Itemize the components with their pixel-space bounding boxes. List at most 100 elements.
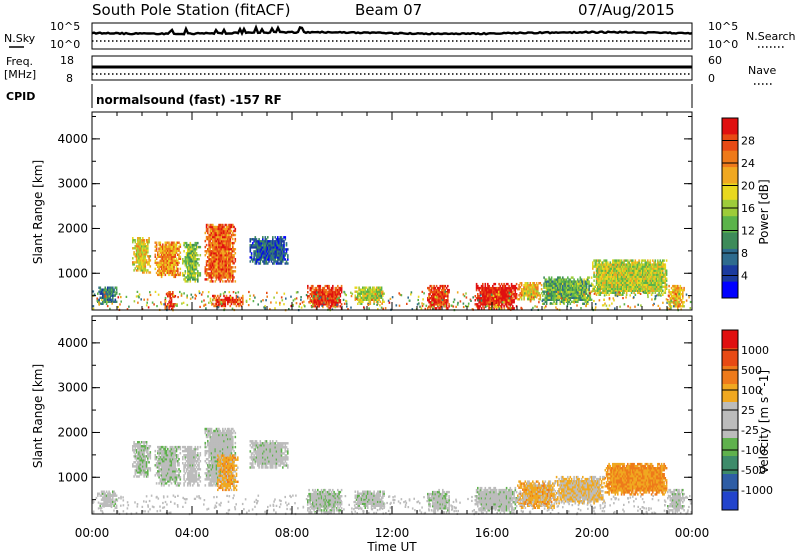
- power-echo-region: [250, 236, 289, 265]
- power-cell: [332, 285, 334, 287]
- power-scatter-cell: [576, 304, 578, 306]
- power-scatter-cell: [107, 294, 109, 296]
- power-scatter-cell: [110, 294, 112, 296]
- power-scatter-cell: [103, 301, 105, 303]
- power-cell: [381, 287, 383, 289]
- power-scatter-cell: [312, 304, 314, 306]
- power-cell: [197, 254, 199, 256]
- power-cell: [206, 244, 208, 246]
- power-scatter-cell: [360, 303, 362, 305]
- power-scatter-cell: [465, 305, 467, 307]
- power-scatter-cell: [98, 304, 100, 306]
- power-scatter-cell: [181, 303, 183, 305]
- power-scatter-cell: [212, 299, 214, 301]
- power-scatter-cell: [374, 291, 376, 293]
- power-scatter-cell: [284, 293, 286, 295]
- power-scatter-cell: [136, 295, 138, 297]
- power-scatter-cell: [237, 296, 239, 298]
- power-scatter-cell: [311, 306, 313, 308]
- power-ylabel: Slant Range [km]: [31, 160, 45, 264]
- power-scatter-cell: [656, 295, 658, 297]
- power-cell: [146, 271, 148, 273]
- power-scatter-cell: [368, 307, 370, 309]
- power-echo-region: [592, 259, 667, 296]
- power-scatter-cell: [381, 293, 383, 295]
- power-cell: [591, 276, 593, 278]
- power-scatter-cell: [336, 298, 338, 300]
- power-scatter-cell: [658, 305, 660, 307]
- power-scatter-cell: [346, 305, 348, 307]
- power-scatter-cell: [444, 293, 446, 295]
- power-scatter-cell: [203, 305, 205, 307]
- power-scatter-cell: [538, 301, 540, 303]
- power-scatter-cell: [248, 304, 250, 306]
- power-scatter-cell: [211, 304, 213, 306]
- power-cell: [287, 262, 289, 264]
- power-scatter-cell: [167, 292, 169, 294]
- power-scatter-cell: [615, 292, 617, 294]
- power-scatter-cell: [622, 297, 624, 299]
- power-cell: [116, 287, 118, 289]
- power-scatter-cell: [435, 296, 437, 298]
- power-cell: [663, 259, 665, 261]
- power-scatter-cell: [562, 291, 564, 293]
- power-cell: [380, 301, 382, 303]
- power-scatter-cell: [183, 302, 185, 304]
- power-scatter-cell: [326, 305, 328, 307]
- power-scatter-cell: [381, 307, 383, 309]
- power-cell: [235, 280, 237, 282]
- power-scatter-cell: [629, 294, 631, 296]
- power-cell: [671, 305, 673, 307]
- power-scatter-cell: [468, 303, 470, 305]
- power-cell: [232, 238, 234, 240]
- power-scatter-cell: [609, 297, 611, 299]
- power-cell: [287, 254, 289, 256]
- power-scatter-cell: [350, 307, 352, 309]
- power-scatter-cell: [647, 296, 649, 298]
- power-scatter-cell: [220, 301, 222, 303]
- power-cell: [341, 303, 343, 305]
- power-scatter-cell: [675, 301, 677, 303]
- power-cell: [485, 283, 487, 285]
- power-scatter-cell: [498, 294, 500, 296]
- power-scatter-cell: [536, 306, 538, 308]
- power-cell: [156, 242, 158, 244]
- power-scatter-cell: [652, 304, 654, 306]
- power-scatter-cell: [201, 301, 203, 303]
- power-cell: [668, 285, 670, 287]
- power-scatter-cell: [282, 299, 284, 301]
- power-cell: [150, 255, 152, 257]
- power-scatter-cell: [337, 300, 339, 302]
- power-cell: [150, 259, 152, 261]
- nsky-label: N.Sky: [4, 32, 36, 45]
- power-scatter-cell: [229, 291, 231, 293]
- power-scatter-cell: [199, 306, 201, 308]
- power-scatter-cell: [690, 301, 692, 303]
- power-cell: [448, 303, 450, 305]
- power-scatter-cell: [168, 304, 170, 306]
- power-scatter-cell: [325, 293, 327, 295]
- power-cell: [175, 254, 177, 256]
- power-scatter-cell: [410, 293, 412, 295]
- power-scatter-cell: [260, 300, 262, 302]
- power-cell: [195, 274, 197, 276]
- power-scatter-cell: [686, 294, 688, 296]
- power-cell: [666, 270, 668, 272]
- power-scatter-cell: [498, 291, 500, 293]
- power-scatter-cell: [111, 303, 113, 305]
- power-scatter-cell: [380, 295, 382, 297]
- power-scatter-cell: [223, 293, 225, 295]
- power-scatter-cell: [345, 293, 347, 295]
- power-cell: [147, 269, 149, 271]
- nsearch-tick-top: 10^5: [708, 20, 738, 33]
- power-scatter-cell: [432, 306, 434, 308]
- power-scatter-cell: [118, 296, 120, 298]
- power-scatter-cell: [643, 291, 645, 293]
- power-scatter-cell: [583, 293, 585, 295]
- power-scatter-cell: [152, 302, 154, 304]
- power-cell: [513, 307, 515, 309]
- power-scatter-cell: [173, 296, 175, 298]
- power-cell: [178, 262, 180, 264]
- power-cell: [551, 276, 553, 278]
